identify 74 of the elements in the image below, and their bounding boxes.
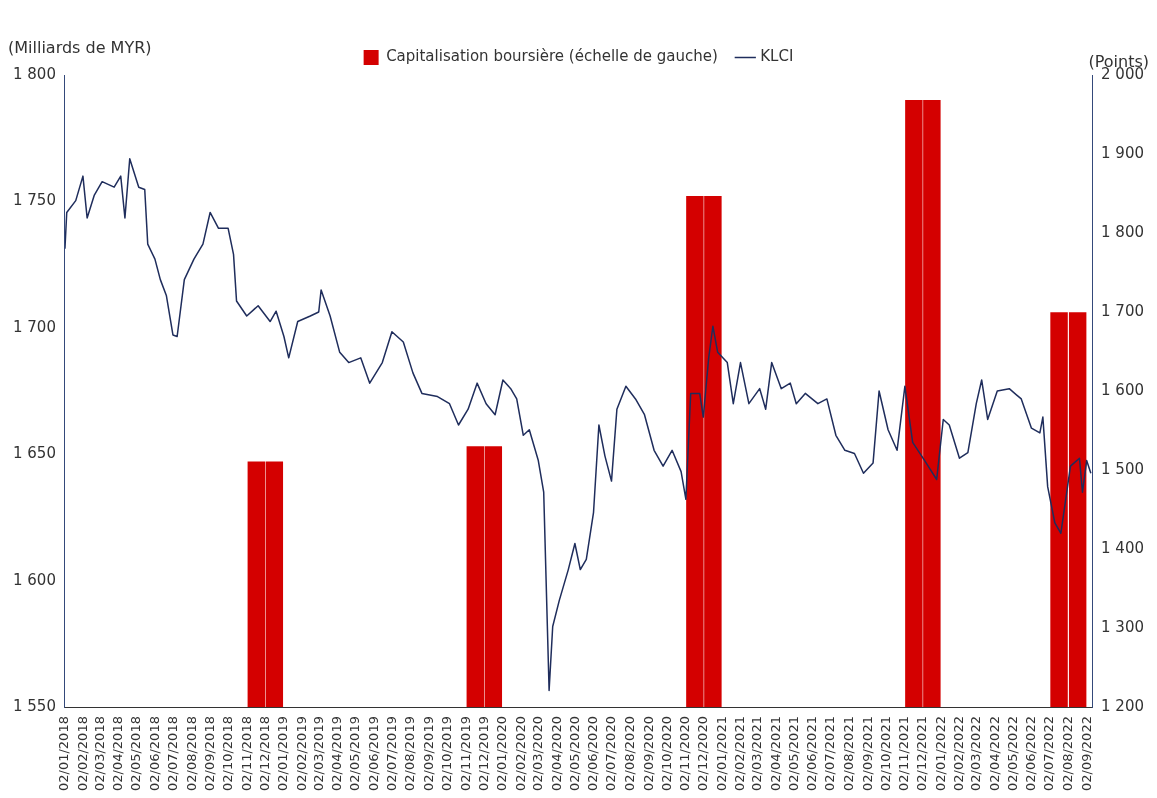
legend-label: KLCI — [760, 47, 794, 66]
x-tick-label: 02/01/2019 — [275, 716, 291, 792]
y2-tick-label: 1 700 — [1101, 301, 1145, 320]
x-tick-label: 02/03/2021 — [749, 716, 765, 792]
x-tick-label: 02/10/2020 — [658, 716, 674, 792]
x-tick-label: 02/10/2019 — [439, 716, 455, 792]
y2-tick-label: 1 800 — [1101, 222, 1145, 241]
x-tick-label: 02/06/2021 — [804, 716, 820, 792]
x-tick-label: 02/05/2022 — [1004, 716, 1020, 792]
x-tick-label: 02/09/2019 — [421, 716, 437, 792]
x-tick-label: 02/02/2019 — [293, 716, 309, 792]
x-tick-label: 02/12/2018 — [256, 716, 272, 792]
x-tick-label: 02/10/2018 — [220, 716, 236, 792]
x-tick-label: 02/09/2018 — [202, 716, 218, 792]
x-tick-label: 02/12/2019 — [475, 716, 491, 792]
x-tick-label: 02/04/2021 — [767, 716, 783, 792]
x-tick-label: 02/07/2022 — [1041, 716, 1057, 792]
y-tick-label: 1 550 — [12, 696, 56, 715]
x-tick-label: 02/04/2022 — [986, 716, 1002, 792]
y2-tick-label: 1 300 — [1101, 617, 1145, 636]
x-tick-label: 02/10/2021 — [877, 716, 893, 792]
x-tick-label: 02/05/2021 — [785, 716, 801, 792]
x-tick-label: 02/04/2019 — [329, 716, 345, 792]
x-tick-label: 02/07/2019 — [383, 716, 399, 792]
x-tick-label: 02/04/2018 — [110, 716, 126, 792]
x-tick-label: 02/11/2018 — [238, 716, 254, 792]
x-tick-label: 02/01/2020 — [494, 716, 510, 792]
x-tick-label: 02/08/2019 — [402, 716, 418, 792]
y-tick-label: 1 800 — [12, 64, 56, 83]
x-tick-label: 02/07/2021 — [822, 716, 838, 792]
x-tick-label: 02/05/2019 — [347, 716, 363, 792]
x-tick-label: 02/05/2020 — [566, 716, 582, 792]
legend-label: Capitalisation boursière (échelle de gauche) — [386, 47, 718, 66]
x-tick-label: 02/04/2020 — [548, 716, 564, 792]
x-tick-label: 02/01/2021 — [713, 716, 729, 792]
x-tick-label: 02/03/2018 — [91, 716, 107, 792]
y2-tick-label: 1 500 — [1101, 459, 1145, 478]
x-tick-label: 02/06/2018 — [146, 716, 162, 792]
x-tick-label: 02/06/2020 — [585, 716, 601, 792]
y2-tick-label: 1 400 — [1101, 538, 1145, 557]
x-tick-label: 02/01/2018 — [56, 716, 72, 792]
x-tick-label: 02/06/2019 — [365, 716, 381, 792]
x-tick-label: 02/07/2020 — [603, 716, 619, 792]
x-tick-label: 02/11/2020 — [677, 716, 693, 792]
x-tick-label: 02/08/2020 — [622, 716, 638, 792]
x-tick-label: 02/08/2021 — [841, 716, 857, 792]
x-tick-label: 02/12/2020 — [695, 716, 711, 792]
y-tick-label: 1 750 — [12, 191, 56, 210]
x-tick-label: 02/03/2020 — [530, 716, 546, 792]
x-tick-label: 02/02/2021 — [732, 716, 748, 792]
x-tick-label: 02/11/2019 — [457, 716, 473, 792]
x-tick-label: 02/01/2022 — [932, 716, 948, 792]
y-axis-title: (Milliards de MYR) — [8, 38, 152, 58]
y-tick-label: 1 600 — [12, 570, 56, 589]
x-tick-label: 02/07/2018 — [164, 716, 180, 792]
x-tick-label: 02/09/2021 — [859, 716, 875, 792]
x-tick-label: 02/08/2022 — [1060, 716, 1076, 792]
x-tick-label: 02/02/2018 — [74, 716, 90, 792]
y2-tick-label: 1 600 — [1101, 380, 1145, 399]
x-tick-label: 02/09/2022 — [1078, 716, 1094, 792]
y2-tick-label: 1 200 — [1101, 696, 1145, 715]
x-tick-label: 02/02/2020 — [512, 716, 528, 792]
x-tick-label: 02/09/2020 — [640, 716, 656, 792]
x-tick-label: 02/08/2018 — [183, 716, 199, 792]
x-tick-label: 02/12/2021 — [914, 716, 930, 792]
x-tick-label: 02/06/2022 — [1023, 716, 1039, 792]
y-tick-label: 1 650 — [12, 444, 56, 463]
x-tick-label: 02/02/2022 — [951, 716, 967, 792]
x-tick-label: 02/11/2021 — [896, 716, 912, 792]
x-tick-label: 02/03/2022 — [968, 716, 984, 792]
y2-tick-label: 1 900 — [1101, 143, 1145, 162]
x-tick-label: 02/05/2018 — [128, 716, 144, 792]
y-tick-label: 1 700 — [12, 317, 56, 336]
x-tick-label: 02/03/2019 — [310, 716, 326, 792]
